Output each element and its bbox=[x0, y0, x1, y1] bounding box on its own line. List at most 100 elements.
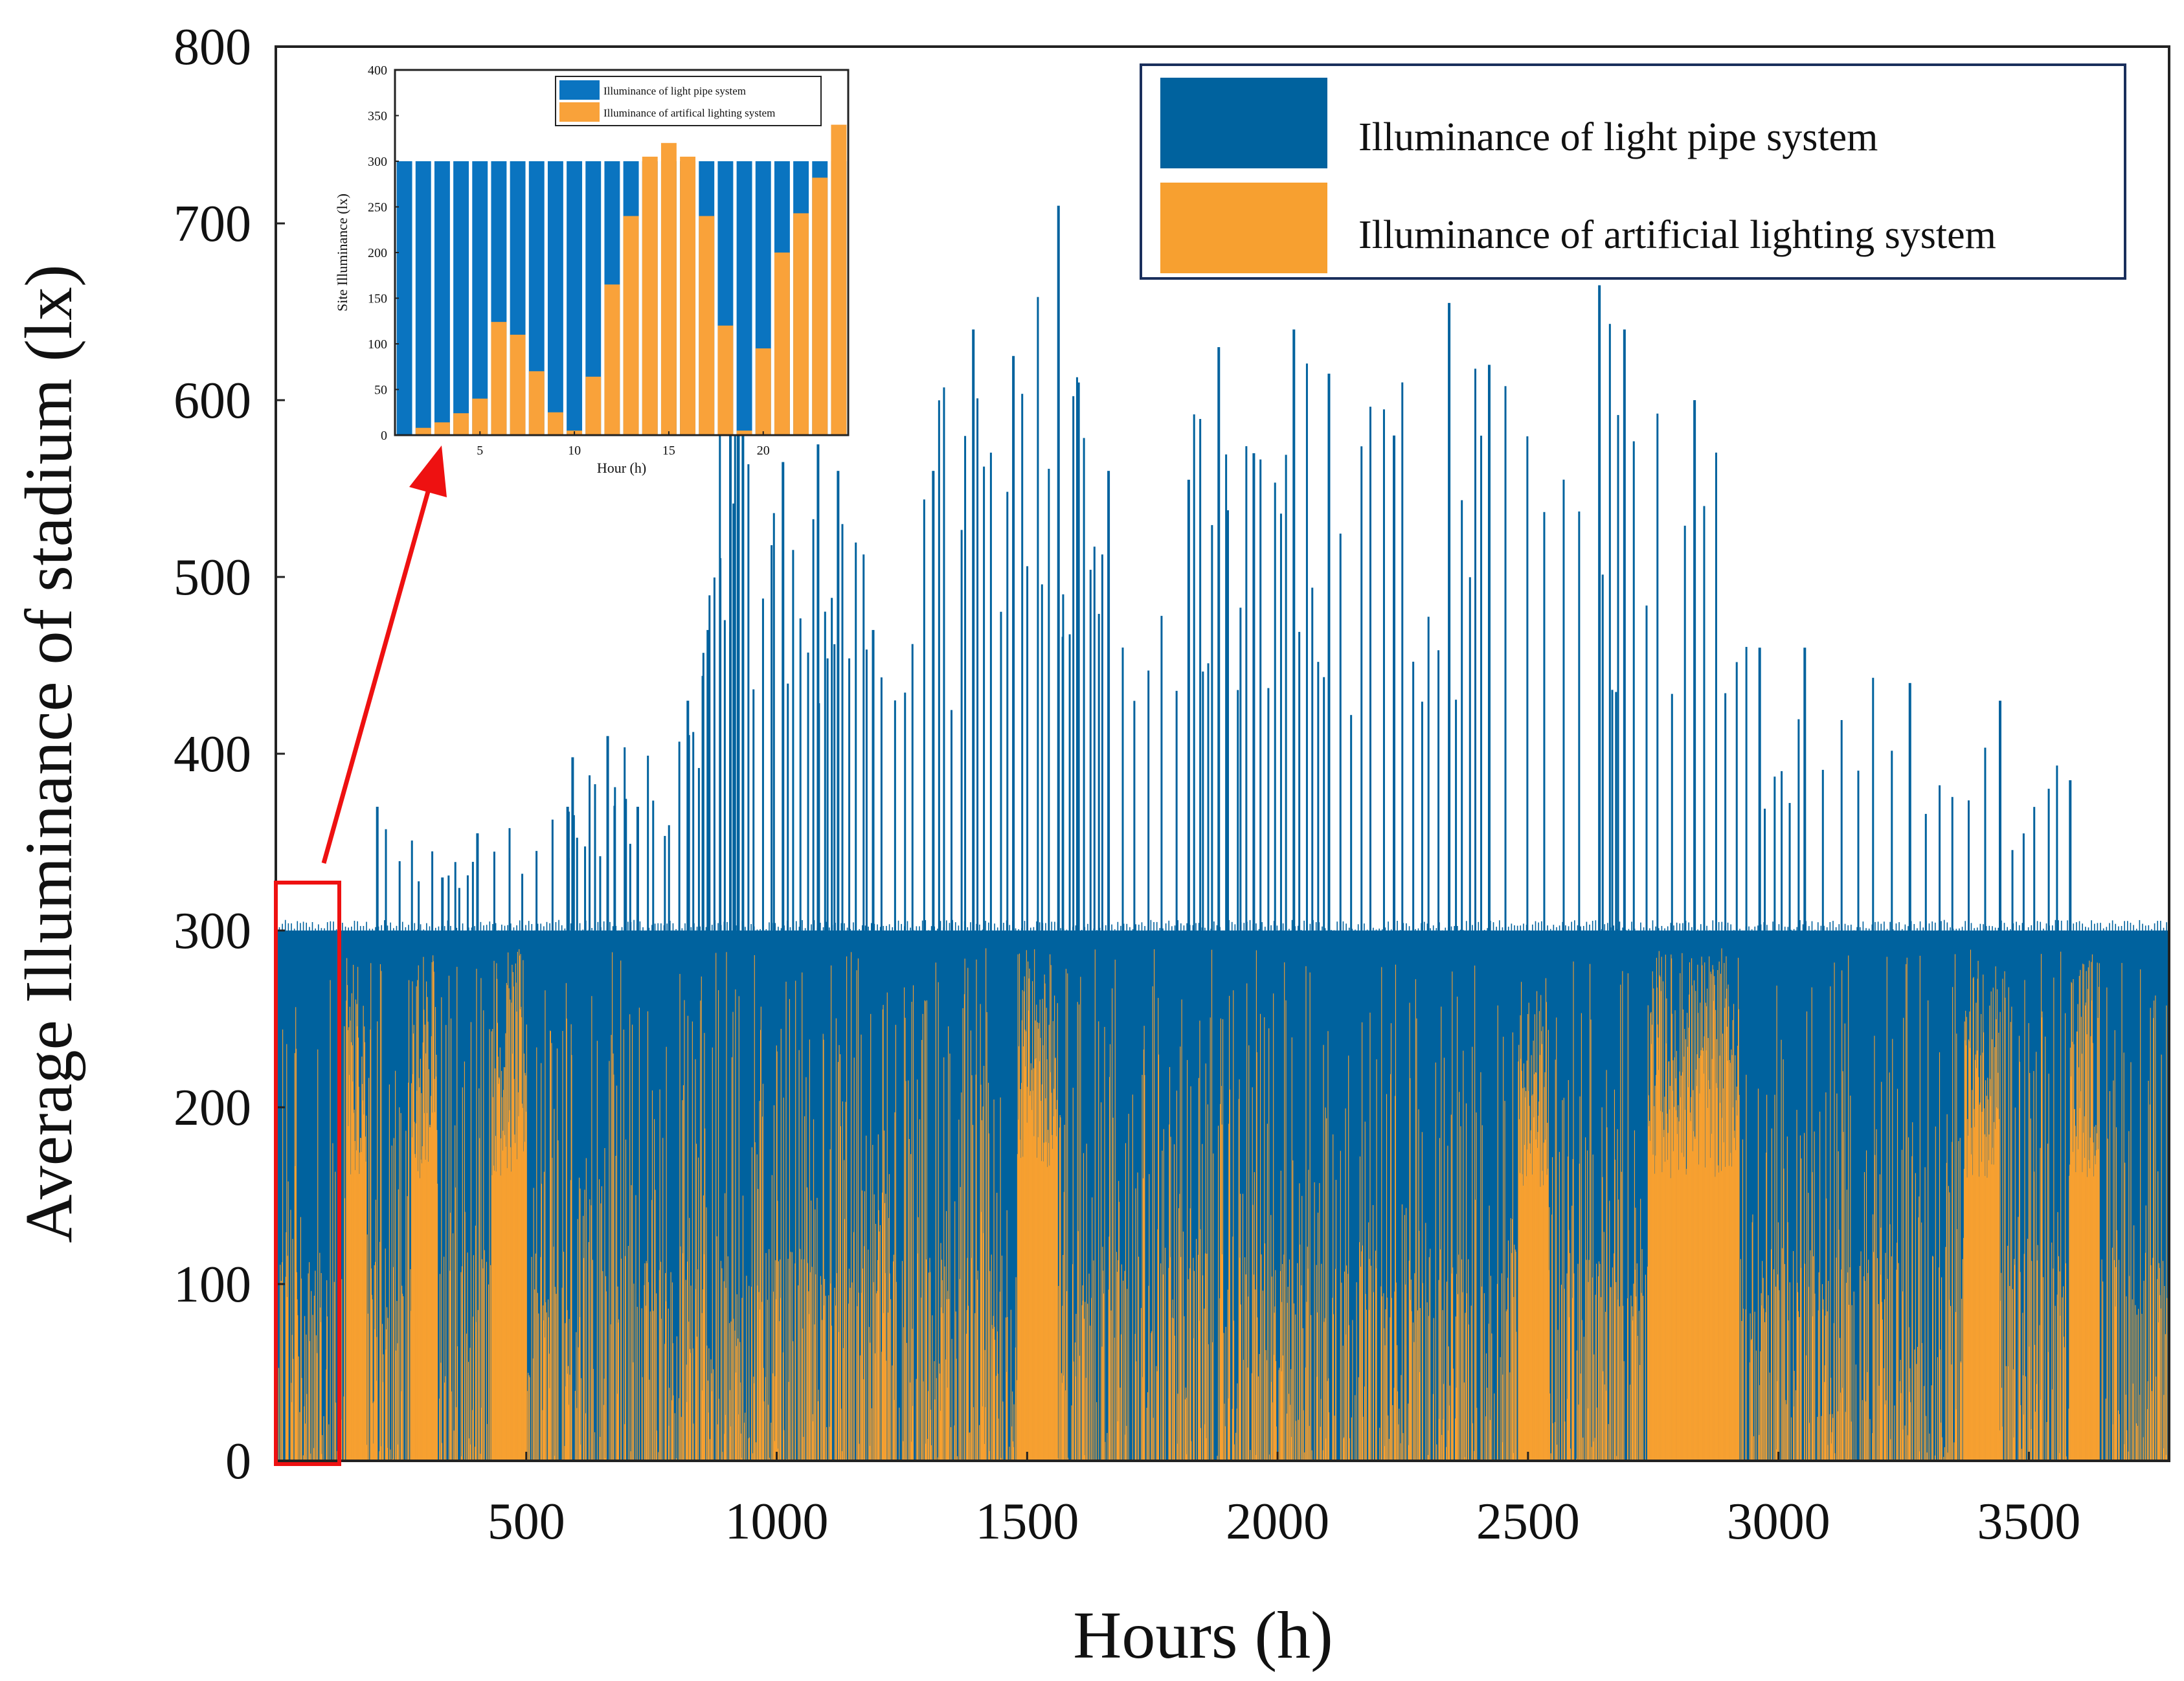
artificial-bar bbox=[1863, 1276, 1865, 1461]
light-pipe-jitter bbox=[1384, 927, 1386, 931]
artificial-bar bbox=[875, 1293, 877, 1461]
y-tick-label: 600 bbox=[174, 372, 251, 429]
artificial-bar bbox=[1013, 1404, 1015, 1461]
light-pipe-jitter bbox=[326, 922, 328, 931]
artificial-bar bbox=[513, 986, 514, 1461]
light-pipe-jitter bbox=[946, 920, 947, 931]
light-pipe-jitter bbox=[1249, 919, 1251, 931]
artificial-bar bbox=[777, 1201, 778, 1461]
artificial-bar bbox=[1579, 1163, 1580, 1461]
light-pipe-spike-minor bbox=[692, 732, 695, 931]
artificial-bar bbox=[1305, 1367, 1306, 1461]
light-pipe-spike-minor bbox=[1437, 650, 1440, 931]
artificial-bar bbox=[2161, 1054, 2162, 1461]
artificial-bar bbox=[2080, 1091, 2082, 1461]
artificial-bar bbox=[343, 1396, 344, 1461]
artificial-bar bbox=[1098, 1021, 1099, 1461]
artificial-bar bbox=[1904, 1425, 1906, 1461]
artificial-bar bbox=[1325, 1107, 1326, 1461]
artificial-bar bbox=[862, 1268, 863, 1461]
light-pipe-jitter bbox=[1898, 922, 1900, 931]
light-pipe-spike-minor bbox=[599, 856, 602, 931]
artificial-bar bbox=[1983, 1108, 1985, 1461]
light-pipe-spike-minor bbox=[1504, 386, 1507, 931]
light-pipe-jitter bbox=[1700, 924, 1702, 931]
light-pipe-jitter bbox=[2078, 921, 2080, 931]
artificial-bar bbox=[930, 1445, 932, 1461]
artificial-bar bbox=[1980, 1055, 1981, 1461]
light-pipe-spike-minor bbox=[818, 703, 820, 931]
artificial-bar bbox=[644, 1285, 645, 1461]
artificial-bar bbox=[692, 1021, 693, 1461]
artificial-bar bbox=[1724, 1008, 1726, 1461]
artificial-bar bbox=[1650, 1013, 1651, 1461]
artificial-bar bbox=[1890, 1439, 1891, 1461]
artificial-bar bbox=[1708, 1080, 1709, 1461]
light-pipe-spike bbox=[2069, 780, 2072, 931]
artificial-bar bbox=[824, 1279, 826, 1461]
light-pipe-spike-minor bbox=[431, 851, 434, 931]
light-pipe-jitter bbox=[2093, 923, 2095, 931]
artificial-bar bbox=[646, 1263, 647, 1461]
artificial-bar bbox=[2146, 1409, 2148, 1461]
inset-light-pipe-bar bbox=[585, 161, 602, 435]
x-tick-label: 2500 bbox=[1476, 1493, 1580, 1550]
artificial-bar bbox=[605, 1291, 607, 1461]
artificial-bar bbox=[2012, 1289, 2013, 1461]
light-pipe-jitter bbox=[1465, 921, 1467, 931]
artificial-bar bbox=[1664, 1096, 1665, 1461]
artificial-bar bbox=[1041, 1161, 1042, 1461]
inset-legend-swatch-artificial bbox=[559, 102, 600, 122]
artificial-bar bbox=[1144, 1075, 1145, 1461]
artificial-bar bbox=[1902, 1291, 1903, 1461]
artificial-bar bbox=[1981, 1112, 1983, 1461]
light-pipe-jitter bbox=[1454, 926, 1455, 931]
artificial-bar bbox=[1729, 1063, 1731, 1461]
artificial-bar bbox=[385, 1248, 386, 1461]
light-pipe-jitter bbox=[612, 926, 614, 931]
artificial-bar bbox=[1698, 1058, 1700, 1461]
artificial-bar bbox=[1845, 1412, 1846, 1461]
artificial-bar bbox=[418, 965, 419, 1461]
artificial-bar bbox=[1739, 1094, 1740, 1461]
artificial-bar bbox=[1900, 1359, 1901, 1461]
legend-label-artificial: Illuminance of artificial lighting syste… bbox=[1358, 213, 1996, 257]
artificial-bar bbox=[286, 1044, 287, 1461]
artificial-bar bbox=[873, 1194, 875, 1461]
light-pipe-jitter bbox=[2145, 925, 2146, 931]
artificial-bar bbox=[1869, 1419, 1871, 1461]
light-pipe-jitter bbox=[1799, 920, 1801, 931]
artificial-bar bbox=[1821, 1284, 1823, 1461]
artificial-bar bbox=[976, 1280, 978, 1461]
artificial-bar bbox=[2013, 1437, 2014, 1461]
light-pipe-jitter bbox=[456, 927, 458, 931]
artificial-bar bbox=[1029, 968, 1030, 1461]
light-pipe-jitter bbox=[2031, 925, 2032, 931]
artificial-bar bbox=[563, 1252, 565, 1461]
artificial-bar bbox=[496, 963, 497, 1461]
light-pipe-jitter bbox=[1955, 929, 1957, 931]
artificial-bar bbox=[646, 1261, 647, 1461]
artificial-bar bbox=[1137, 1172, 1138, 1461]
artificial-bar bbox=[2001, 1388, 2002, 1461]
artificial-bar bbox=[1393, 1388, 1395, 1461]
artificial-bar bbox=[820, 1284, 822, 1461]
light-pipe-jitter bbox=[2076, 922, 2077, 931]
artificial-bar bbox=[823, 1039, 824, 1461]
light-pipe-jitter bbox=[317, 924, 319, 931]
artificial-bar bbox=[848, 1269, 850, 1461]
light-pipe-jitter bbox=[2051, 925, 2053, 931]
artificial-bar bbox=[1443, 1057, 1445, 1461]
artificial-bar bbox=[1436, 1444, 1437, 1461]
artificial-bar bbox=[1417, 1310, 1419, 1461]
artificial-bar bbox=[502, 1150, 503, 1461]
artificial-bar bbox=[1189, 1268, 1191, 1461]
artificial-bar bbox=[1775, 1449, 1777, 1461]
light-pipe-jitter bbox=[1159, 928, 1161, 931]
artificial-bar bbox=[790, 1252, 791, 1461]
artificial-bar bbox=[1397, 1391, 1399, 1461]
x-tick-label: 500 bbox=[488, 1493, 565, 1550]
artificial-bar bbox=[888, 1174, 890, 1461]
artificial-bar bbox=[1055, 1109, 1057, 1461]
